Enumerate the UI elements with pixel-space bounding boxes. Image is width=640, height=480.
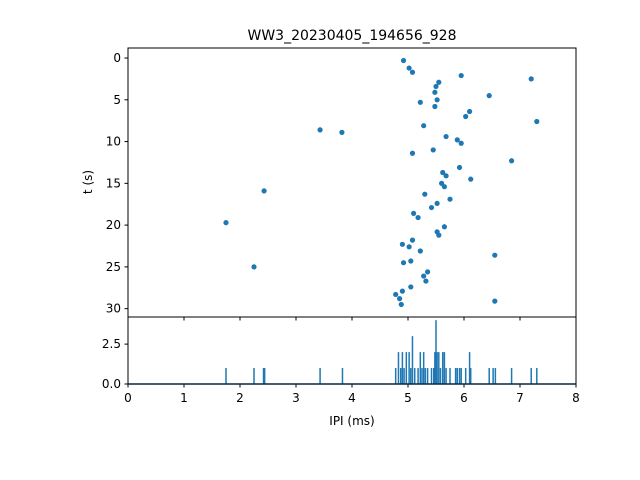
histogram-x-tick-label: 3: [292, 391, 300, 405]
scatter-point: [411, 210, 417, 217]
scatter-point: [441, 224, 447, 230]
scatter-point: [467, 108, 473, 115]
scatter-point: [534, 118, 540, 125]
scatter-point: [417, 99, 423, 105]
histogram-x-tick-label: 6: [460, 391, 468, 405]
scatter-point: [454, 137, 460, 143]
scatter-point: [458, 72, 464, 79]
scatter-point: [434, 200, 440, 206]
scatter-point: [409, 150, 416, 156]
scatter-y-tick-label: 15: [106, 176, 121, 190]
scatter-y-tick-label: 5: [113, 93, 121, 107]
scatter-y-ticks: 0 5 10 15 20 25 30: [106, 51, 128, 316]
scatter-point: [509, 158, 515, 164]
scatter-point: [409, 237, 416, 243]
scatter-points: [223, 57, 540, 308]
scatter-point: [408, 284, 414, 290]
scatter-point: [406, 65, 412, 71]
scatter-point: [393, 291, 399, 298]
histogram-x-tick-label: 7: [516, 391, 524, 405]
scatter-point: [430, 147, 436, 153]
scatter-y-tick-label: 20: [106, 218, 121, 232]
histogram-x-tick-label: 5: [404, 391, 412, 405]
histogram-x-tick-label: 2: [236, 391, 244, 405]
scatter-point: [440, 169, 446, 176]
chart-title: WW3_20230405_194656_928: [247, 28, 456, 44]
scatter-point: [251, 264, 257, 270]
histogram-x-tick-label: 8: [572, 391, 580, 405]
scatter-point: [409, 69, 416, 75]
scatter-point: [447, 196, 453, 202]
scatter-point: [528, 76, 534, 82]
scatter-point: [421, 123, 427, 129]
scatter-y-tick-label: 10: [106, 135, 121, 149]
scatter-point: [492, 298, 498, 304]
scatter-point: [398, 301, 404, 308]
scatter-point: [422, 191, 428, 197]
histogram-y-tick-label: 0.0: [102, 377, 121, 391]
scatter-point: [468, 176, 474, 182]
scatter-point: [399, 288, 405, 294]
scatter-point: [433, 83, 439, 90]
scatter-point: [456, 164, 463, 171]
scatter-point: [400, 57, 407, 64]
scatter-point: [443, 173, 449, 179]
scatter-point: [463, 113, 469, 120]
histogram-panel: 0.0 2.5 0 1 2 3 4 5 6 7 8: [102, 316, 580, 405]
scatter-point: [415, 214, 421, 221]
scatter-point: [436, 232, 442, 238]
histogram-frame: [127, 316, 577, 385]
scatter-y-tick-label: 25: [106, 260, 121, 274]
scatter-point: [317, 127, 323, 133]
scatter-point: [400, 260, 407, 266]
scatter-point: [428, 204, 435, 211]
scatter-point: [399, 241, 405, 247]
histogram-x-axis-label: IPI (ms): [329, 414, 374, 428]
scatter-y-tick-label: 30: [106, 302, 121, 316]
histogram-x-tick-label: 4: [348, 391, 356, 405]
scatter-point: [417, 248, 423, 254]
scatter-point: [458, 140, 464, 146]
scatter-point: [425, 269, 431, 275]
scatter-point: [421, 273, 427, 279]
scatter-point: [432, 103, 438, 110]
scatter-y-tick-label: 0: [113, 51, 121, 65]
scatter-point: [436, 79, 442, 85]
scatter-point: [397, 296, 403, 302]
scatter-point: [443, 133, 449, 140]
scatter-point: [434, 97, 440, 103]
scatter-point: [406, 244, 412, 250]
scatter-point: [223, 219, 229, 226]
histogram-y-tick-label: 2.5: [102, 337, 121, 351]
histogram-y-ticks: 0.0 2.5: [102, 337, 128, 391]
scatter-panel: 0 5 10 15 20 25 30: [106, 47, 577, 321]
histogram-x-tick-label: 0: [124, 391, 132, 405]
scatter-point: [423, 278, 429, 284]
histogram-x-tick-label: 1: [180, 391, 188, 405]
scatter-y-axis-label: t (s): [81, 170, 95, 194]
scatter-point: [261, 188, 267, 194]
scatter-point: [492, 252, 498, 258]
scatter-point: [339, 129, 345, 135]
scatter-point: [441, 184, 447, 190]
scatter-point: [486, 93, 492, 99]
scatter-point: [432, 89, 438, 95]
scatter-point: [408, 258, 414, 264]
